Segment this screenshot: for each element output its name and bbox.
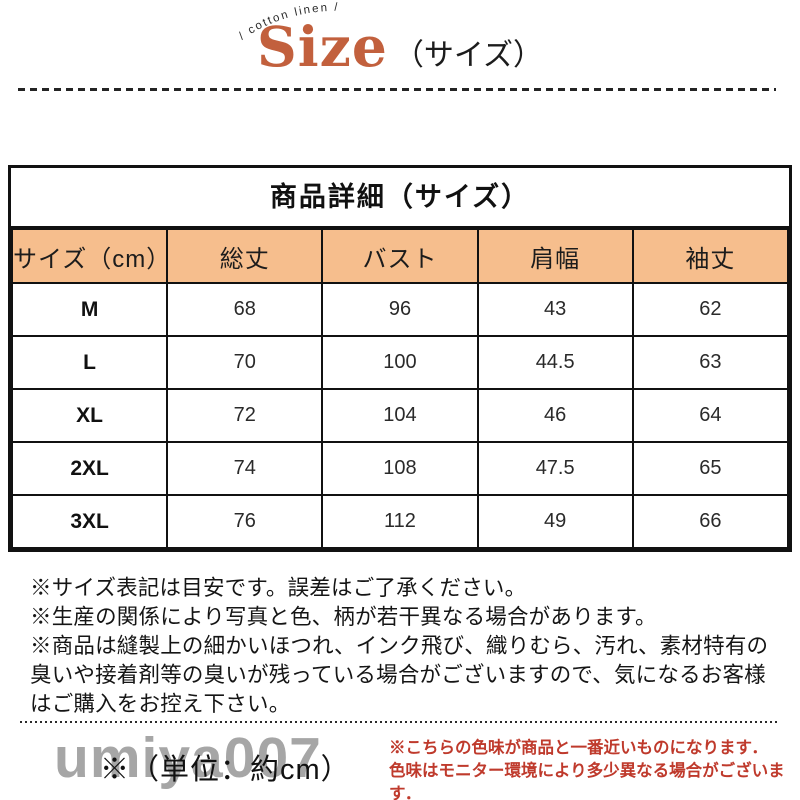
top-dashed-divider: [18, 88, 776, 91]
cell-value: 112: [321, 494, 479, 549]
table-header-row: サイズ（cm） 総丈 バスト 肩幅 袖丈: [10, 228, 790, 284]
col-header-shoulder: 肩幅: [476, 228, 634, 284]
cell-value: 44.5: [476, 335, 634, 390]
cell-value: 46: [476, 388, 634, 443]
cotton-linen-arc: / cotton linen /: [237, 2, 338, 42]
cell-value: 76: [166, 494, 324, 549]
cell-value: 63: [631, 335, 790, 390]
unit-note: ※（単位：約cm）: [100, 754, 351, 786]
col-header-bust: バスト: [321, 228, 479, 284]
size-table: サイズ（cm） 総丈 バスト 肩幅 袖丈 M 68 96 43 62 L 70: [10, 228, 790, 549]
table-caption: 商品詳細（サイズ）: [11, 168, 789, 228]
cell-value: 96: [321, 282, 479, 337]
brand-header: / cotton linen / Size （サイズ）: [0, 0, 800, 90]
row-size-label: L: [10, 335, 169, 390]
cell-value: 108: [321, 441, 479, 496]
cell-value: 68: [166, 282, 324, 337]
color-disclaimer-line1: ※こちらの色味が商品と一番近いものになります．: [389, 739, 768, 757]
bottom-dotted-divider: [20, 721, 780, 723]
watermark: umiya007: [54, 726, 322, 790]
cell-value: 49: [476, 494, 634, 549]
color-disclaimer: ※こちらの色味が商品と一番近いものになります． 色味はモニター環境により多少異な…: [389, 737, 789, 800]
cell-value: 72: [166, 388, 324, 443]
cell-value: 70: [166, 335, 324, 390]
col-header-length: 総丈: [166, 228, 324, 284]
cell-value: 62: [631, 282, 790, 337]
cell-value: 65: [631, 441, 790, 496]
cell-value: 43: [476, 282, 634, 337]
row-size-label: 2XL: [10, 441, 169, 496]
cell-value: 74: [166, 441, 324, 496]
brand-title-row: Size （サイズ）: [0, 18, 800, 76]
row-size-label: M: [10, 282, 169, 337]
col-header-sleeve: 袖丈: [631, 228, 790, 284]
note-size-tolerance: ※サイズ表記は目安です。誤差はご了承ください。: [30, 576, 527, 600]
disclaimer-notes: ※サイズ表記は目安です。誤差はご了承ください。 ※生産の関係により写真と色、柄が…: [30, 574, 774, 719]
note-color-variation: ※生産の関係により写真と色、柄が若干異なる場合があります。: [30, 605, 657, 629]
table-row: 3XL 76 112 49 66: [10, 494, 790, 549]
page-title: Size: [257, 14, 388, 79]
note-material-smell: ※商品は縫製上の細かいほつれ、インク飛び、織りむら、汚れ、素材特有の臭いや接着剤…: [30, 634, 769, 716]
table-row: L 70 100 44.5 63: [10, 335, 790, 390]
row-size-label: 3XL: [10, 494, 169, 549]
row-size-label: XL: [10, 388, 169, 443]
table-row: M 68 96 43 62: [10, 282, 790, 337]
table-row: XL 72 104 46 64: [10, 388, 790, 443]
cell-value: 64: [631, 388, 790, 443]
table-row: 2XL 74 108 47.5 65: [10, 441, 790, 496]
col-header-size: サイズ（cm）: [10, 228, 170, 284]
cell-value: 47.5: [476, 441, 634, 496]
cell-value: 66: [631, 494, 790, 549]
color-disclaimer-line2: 色味はモニター環境により多少異なる場合がございます．: [389, 762, 785, 800]
cell-value: 104: [321, 388, 479, 443]
cell-value: 100: [321, 335, 479, 390]
size-table-box: 商品詳細（サイズ） サイズ（cm） 総丈 バスト 肩幅 袖丈 M 68 96 4…: [8, 165, 792, 552]
page-subtitle: （サイズ）: [393, 39, 543, 72]
